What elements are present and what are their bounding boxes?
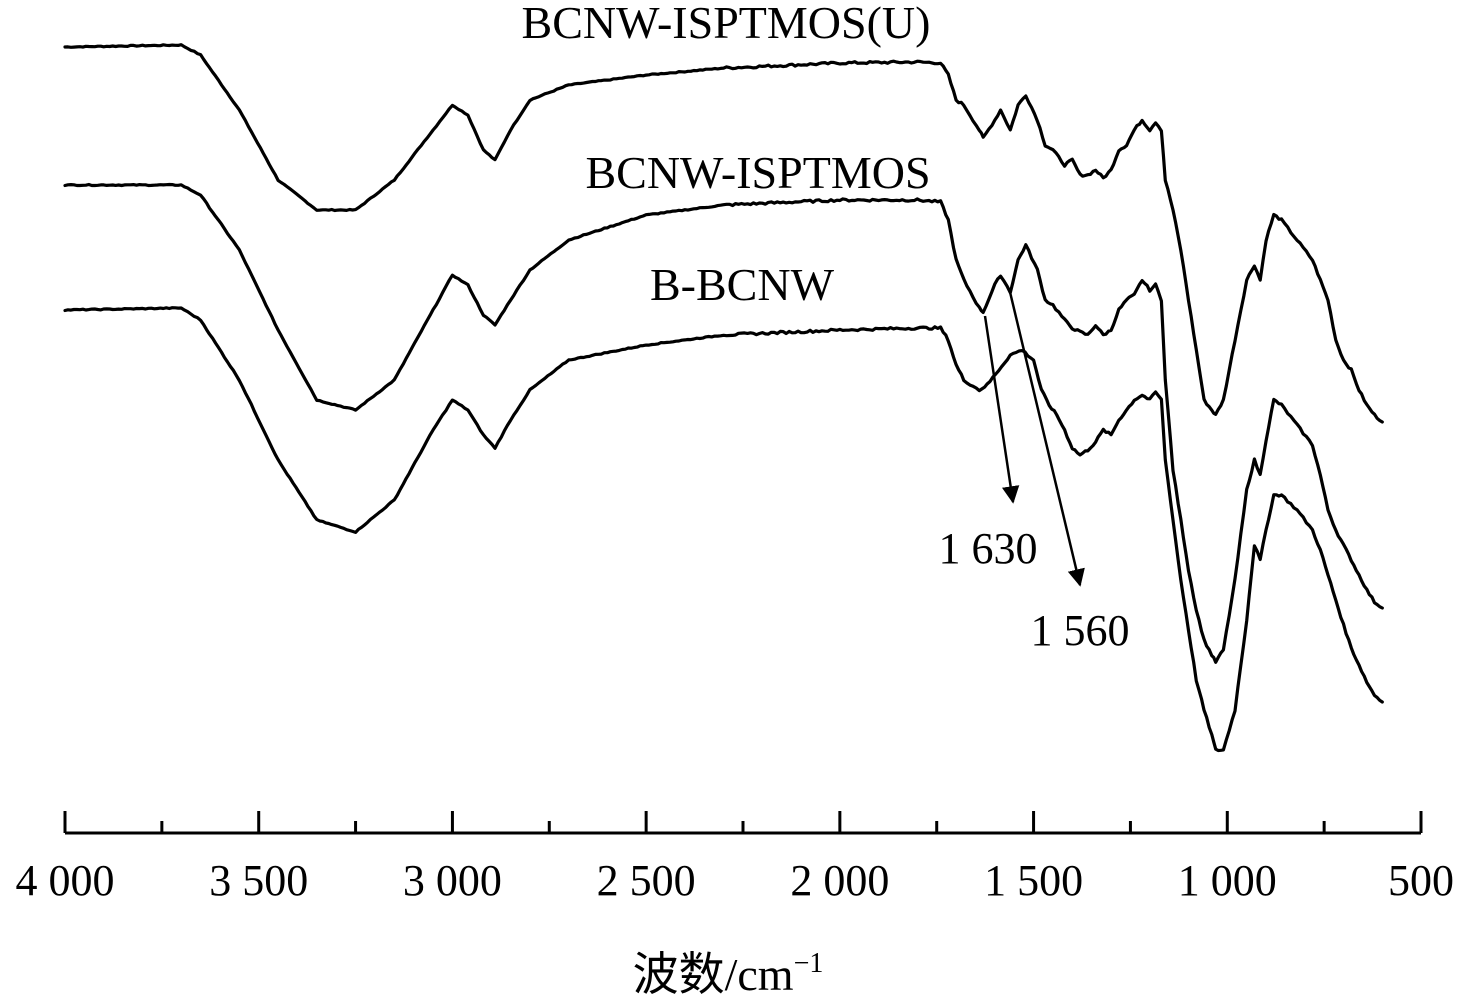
x-tick-label: 3 500 <box>209 856 308 905</box>
x-axis-title-superscript: −1 <box>794 948 824 979</box>
x-axis-title: 波数/cm−1 <box>633 948 824 1000</box>
series-layer: BCNW-ISPTMOS(U) BCNW-ISPTMOS B-BCNW <box>63 0 1384 753</box>
x-tick-label: 500 <box>1388 856 1454 905</box>
annotation-arrow <box>983 315 1020 504</box>
annotation-label: 1 560 <box>1031 606 1130 655</box>
x-axis-title-text: 波数/cm <box>633 949 794 1000</box>
x-tick-label: 1 500 <box>984 856 1083 905</box>
x-axis: 4 000 3 500 3 000 2 500 2 000 1 500 1 000 500 <box>16 811 1454 905</box>
x-tick-label: 1 000 <box>1178 856 1277 905</box>
x-tick-label: 4 000 <box>16 856 115 905</box>
x-tick-label: 2 500 <box>597 856 696 905</box>
series-label: BCNW-ISPTMOS(U) <box>522 0 931 48</box>
annotation-label: 1 630 <box>939 524 1038 573</box>
x-tick-label: 3 000 <box>403 856 502 905</box>
series-line <box>63 43 1384 424</box>
series-label: BCNW-ISPTMOS <box>585 147 930 198</box>
series-line <box>63 306 1384 753</box>
series-line <box>63 182 1384 664</box>
x-tick-label: 2 000 <box>790 856 889 905</box>
annotation-layer: 1 630 1 560 <box>939 291 1130 655</box>
annotation-arrow <box>1008 291 1085 587</box>
series-label: B-BCNW <box>650 259 835 310</box>
